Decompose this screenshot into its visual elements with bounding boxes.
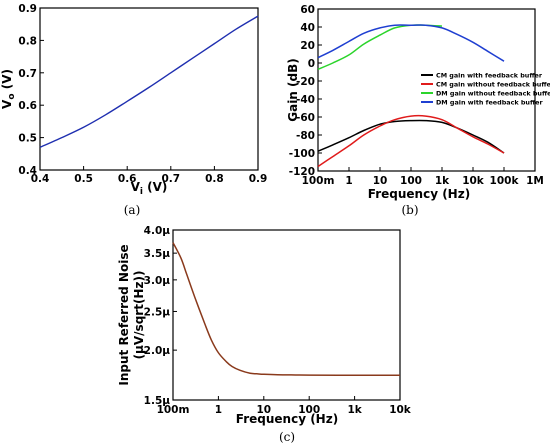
x-tick-label-b: 100m [302,175,335,187]
x-tick-label-b: 1 [345,175,352,187]
y-tick-label-a: 0.9 [18,3,37,15]
plot-frame-c [172,229,401,401]
x-tick-label-c: 1 [215,404,222,416]
x-tick-label-c: 1k [347,404,362,416]
legend-label-2: DM gain without feedback buffer [436,89,550,97]
y-tick-label-c: 2.0µ [144,345,171,357]
y-tick-label-b: 60 [300,4,315,16]
y-ticks-a: 0.4 0.5 0.6 0.7 0.8 0.9 [18,3,44,177]
noise-curve-c [172,242,401,377]
panel-label-a: (a) [124,203,141,217]
series-b [317,24,505,168]
x-tick-label-a: 0.7 [161,173,180,185]
y-tick-label-a: 0.7 [18,68,37,80]
y-axis-label-b: Gain (dB) [286,58,300,122]
y-tick-label-a: 0.8 [18,35,37,47]
x-tick-label-a: 0.4 [31,173,50,185]
x-axis-label-b: Frequency (Hz) [368,187,470,201]
x-tick-label-c: 10k [389,404,412,416]
x-tick-label-b: 1M [526,175,544,187]
y-tick-label-a: 0.6 [18,100,37,112]
gain-series-line-2 [317,24,443,70]
y-tick-label-b: 40 [300,22,315,34]
series-a [39,15,259,148]
gain-series-line-1 [317,114,505,168]
gain-series-line-0 [317,119,505,154]
y-axis-label-a: Vo (V) [0,69,17,109]
legend-label-3: DM gain with feedback buffer [436,98,543,106]
x-tick-label-a: 0.8 [205,173,224,185]
y-tick-label-a: 0.4 [18,165,37,177]
y-tick-label-b: -80 [296,130,315,142]
x-ticks-c: 100m 1 10 100 1k 10k [157,396,412,416]
panel-c: 100m 1 10 100 1k 10k 4.0µ 3.5µ 3.0µ 2.5µ 2.0µ 1.5µ… [117,225,412,444]
x-tick-label-a: 0.6 [118,173,137,185]
x-tick-label-b: 1k [435,175,450,187]
y-ticks-b: 60 40 20 0 -20 -40 -60 -80 -100 -120 [289,4,322,178]
x-tick-label-c: 100 [298,404,320,416]
panel-label-b: (b) [401,203,418,217]
y-tick-label-b: -100 [289,148,315,160]
y-axis-label-c-line1: Input Referred Noise [117,244,131,385]
y-tick-label-b: 0 [308,58,315,70]
x-axis-label-c: Frequency (Hz) [236,412,338,426]
y-tick-label-c: 3.0µ [144,275,171,287]
y-tick-label-c: 4.0µ [144,225,171,237]
x-tick-label-c: 100m [157,404,190,416]
y-tick-label-b: -60 [296,112,315,124]
transfer-curve-a [39,15,259,148]
y-tick-label-a: 0.5 [18,133,37,145]
panel-a: 0.4 0.5 0.6 0.7 0.8 0.9 0.4 0.5 0.6 0.7 0.8 0.9 Vi… [0,3,267,217]
x-tick-label-c: 10 [256,404,271,416]
series-c [172,242,401,377]
legend-label-0: CM gain with feedback buffer [436,71,543,79]
legend-label-1: CM gain without feedback buffer [436,80,550,88]
y-tick-label-c: 3.5µ [144,248,171,260]
y-axis-label-c-line2: (µV/sqrt(Hz)) [132,271,146,360]
plot-frame-b [317,8,536,172]
x-ticks-a: 0.4 0.5 0.6 0.7 0.8 0.9 [31,166,268,185]
x-axis-label-a: Vi (V) [131,180,168,197]
y-tick-label-c: 1.5µ [144,395,171,407]
x-tick-label-b: 10k [462,175,485,187]
y-tick-label-b: 20 [300,40,315,52]
y-tick-label-b: -40 [296,94,315,106]
x-tick-label-b: 10 [373,175,388,187]
x-tick-label-a: 0.9 [249,173,268,185]
panel-label-c: (c) [279,430,295,444]
y-ticks-c: 4.0µ 3.5µ 3.0µ 2.5µ 2.0µ 1.5µ [144,225,177,407]
x-tick-label-b: 100k [490,175,520,187]
x-tick-label-a: 0.5 [74,173,93,185]
gain-series-line-3 [317,24,505,62]
panel-b: 100m 1 10 100 1k 10k 100k 1M 60 40 20 0 -20 -40 -60 -8… [286,4,550,217]
y-tick-label-c: 2.5µ [144,306,171,318]
plot-frame-a [39,7,259,171]
x-tick-label-b: 100 [400,175,422,187]
y-tick-label-b: -120 [289,166,315,178]
y-tick-label-b: -20 [296,76,315,88]
x-ticks-b: 100m 1 10 100 1k 10k 100k 1M [302,167,544,187]
